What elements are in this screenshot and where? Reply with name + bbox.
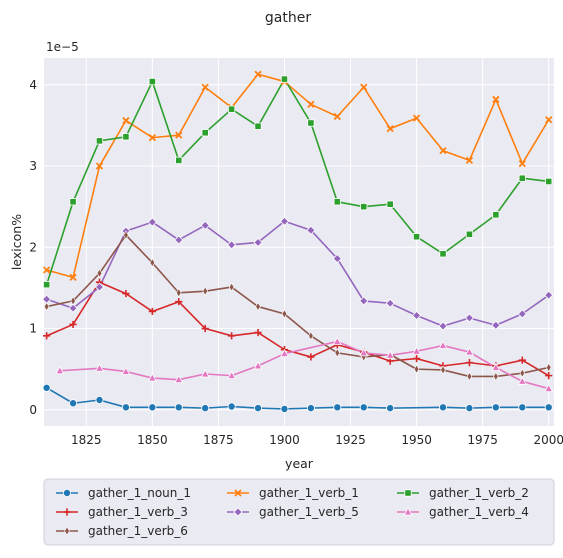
data-point bbox=[281, 76, 287, 82]
x-tick-label: 2000 bbox=[533, 433, 563, 447]
y-tick-label: 4 bbox=[29, 78, 37, 92]
legend-label: gather_1_verb_3 bbox=[88, 505, 188, 519]
data-point bbox=[69, 400, 76, 407]
data-point bbox=[96, 138, 102, 144]
data-point bbox=[149, 404, 156, 411]
x-tick-label: 1875 bbox=[203, 433, 234, 447]
data-point bbox=[307, 405, 314, 412]
data-point bbox=[387, 201, 393, 207]
legend-label: gather_1_verb_4 bbox=[429, 505, 529, 519]
data-point bbox=[176, 157, 182, 163]
data-point bbox=[519, 175, 525, 181]
data-point bbox=[493, 212, 499, 218]
x-tick-label: 1825 bbox=[71, 433, 102, 447]
legend-label: gather_1_verb_1 bbox=[259, 486, 359, 500]
chart-title: gather bbox=[265, 10, 311, 26]
data-point bbox=[466, 231, 472, 237]
data-point bbox=[255, 123, 261, 129]
data-point bbox=[123, 134, 129, 140]
x-tick-label: 1975 bbox=[467, 433, 498, 447]
data-point bbox=[519, 404, 526, 411]
data-point bbox=[281, 405, 288, 412]
data-point bbox=[308, 120, 314, 126]
data-point bbox=[413, 234, 419, 240]
data-point bbox=[254, 405, 261, 412]
data-point bbox=[334, 199, 340, 205]
data-point bbox=[149, 78, 155, 84]
y-tick-label: 1 bbox=[29, 322, 37, 336]
legend-label: gather_1_verb_5 bbox=[259, 505, 359, 519]
y-tick-label: 0 bbox=[29, 403, 37, 417]
legend-marker bbox=[405, 490, 411, 496]
data-point bbox=[175, 404, 182, 411]
y-tick-label: 3 bbox=[29, 159, 37, 173]
data-point bbox=[43, 281, 49, 287]
y-axis-label: lexicon% bbox=[9, 214, 24, 270]
legend: gather_1_noun_1 gather_1_verb_1 gather_1_v… bbox=[44, 479, 554, 545]
data-point bbox=[440, 251, 446, 257]
x-tick-label: 1925 bbox=[335, 433, 366, 447]
legend-label: gather_1_verb_2 bbox=[429, 486, 529, 500]
data-point bbox=[492, 404, 499, 411]
data-point bbox=[387, 405, 394, 412]
data-point bbox=[439, 404, 446, 411]
data-point bbox=[360, 404, 367, 411]
data-point bbox=[202, 405, 209, 412]
x-axis-ticks: 1825 1850 1875 1900 1925 1950 1975 2000 bbox=[71, 433, 563, 447]
data-point bbox=[361, 203, 367, 209]
data-point bbox=[466, 405, 473, 412]
data-point bbox=[202, 130, 208, 136]
data-point bbox=[545, 404, 552, 411]
x-tick-label: 1950 bbox=[401, 433, 432, 447]
y-axis-ticks: 0 1 2 3 4 bbox=[29, 78, 37, 417]
data-point bbox=[228, 403, 235, 410]
y-tick-label: 2 bbox=[29, 240, 37, 254]
legend-label: gather_1_verb_6 bbox=[88, 524, 188, 538]
data-point bbox=[122, 404, 129, 411]
x-tick-label: 1900 bbox=[269, 433, 300, 447]
data-point bbox=[334, 404, 341, 411]
x-tick-label: 1850 bbox=[137, 433, 168, 447]
legend-marker bbox=[63, 489, 70, 496]
y-scale-offset: 1e−5 bbox=[46, 40, 79, 54]
data-point bbox=[43, 384, 50, 391]
x-axis-label: year bbox=[285, 456, 314, 471]
data-point bbox=[228, 106, 234, 112]
legend-label: gather_1_noun_1 bbox=[88, 486, 191, 500]
data-point bbox=[546, 178, 552, 184]
data-point bbox=[70, 199, 76, 205]
data-point bbox=[96, 396, 103, 403]
